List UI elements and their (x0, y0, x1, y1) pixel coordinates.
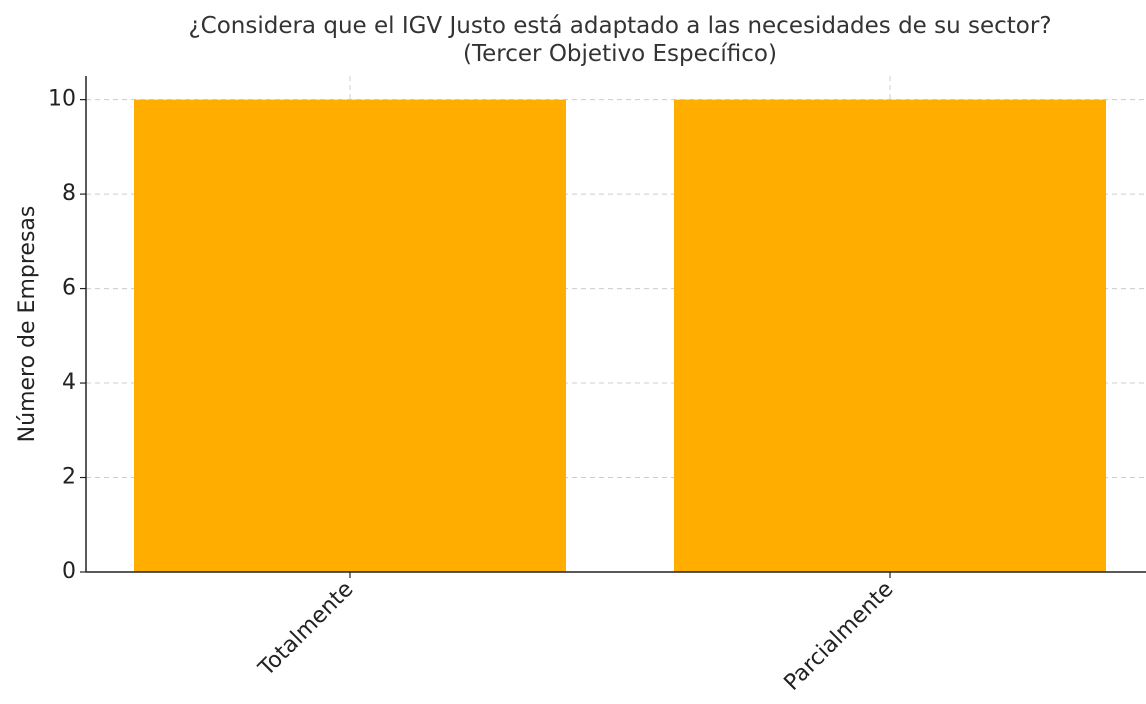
y-axis-label: Número de Empresas (15, 206, 40, 443)
x-tick-label: Parcialmente (780, 577, 899, 696)
y-tick-label: 8 (62, 181, 76, 206)
bar (674, 99, 1106, 572)
y-tick-label: 2 (62, 465, 76, 490)
y-tick-label: 4 (62, 370, 76, 395)
y-tick-label: 6 (62, 276, 76, 301)
chart-title: ¿Considera que el IGV Justo está adaptad… (188, 13, 1052, 67)
bar (134, 99, 566, 572)
y-tick-label: 10 (48, 87, 76, 112)
x-tick-label: Totalmente (254, 577, 359, 682)
y-tick-label: 0 (62, 559, 76, 584)
